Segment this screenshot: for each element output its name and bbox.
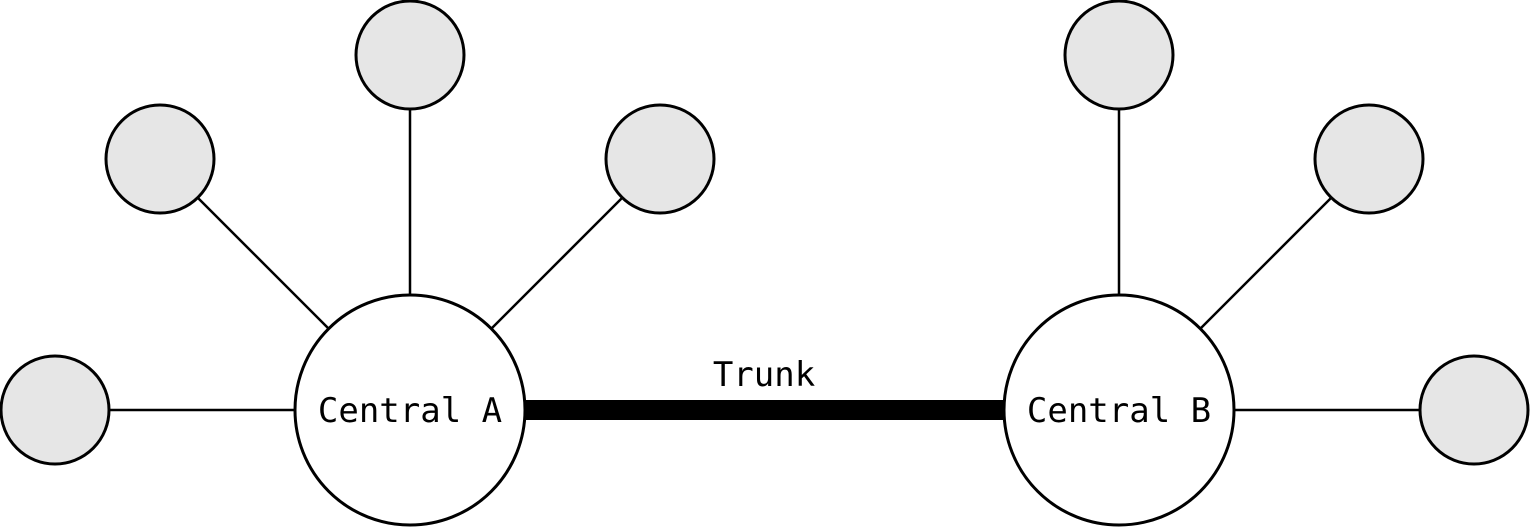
leaf-node-b-right	[1418, 354, 1530, 466]
leaf-node-a-upper-right	[604, 103, 716, 215]
leaf-node-b-upper-right	[1313, 103, 1425, 215]
hub-node-central-a	[293, 293, 527, 527]
spoke-a-upper-left	[197, 197, 329, 329]
leaf-node-a-top	[354, 0, 466, 111]
leaf-node-a-left	[0, 354, 111, 466]
hub-label-central-a: Central A	[318, 391, 502, 431]
spoke-b-upper-right	[1200, 197, 1332, 329]
spoke-a-upper-right	[491, 197, 623, 329]
hub-label-central-b: Central B	[1027, 391, 1211, 431]
hub-node-central-b	[1002, 293, 1236, 527]
trunk-label: Trunk	[713, 355, 815, 395]
leaf-node-b-top	[1063, 0, 1175, 111]
leaf-node-a-upper-left	[104, 103, 216, 215]
